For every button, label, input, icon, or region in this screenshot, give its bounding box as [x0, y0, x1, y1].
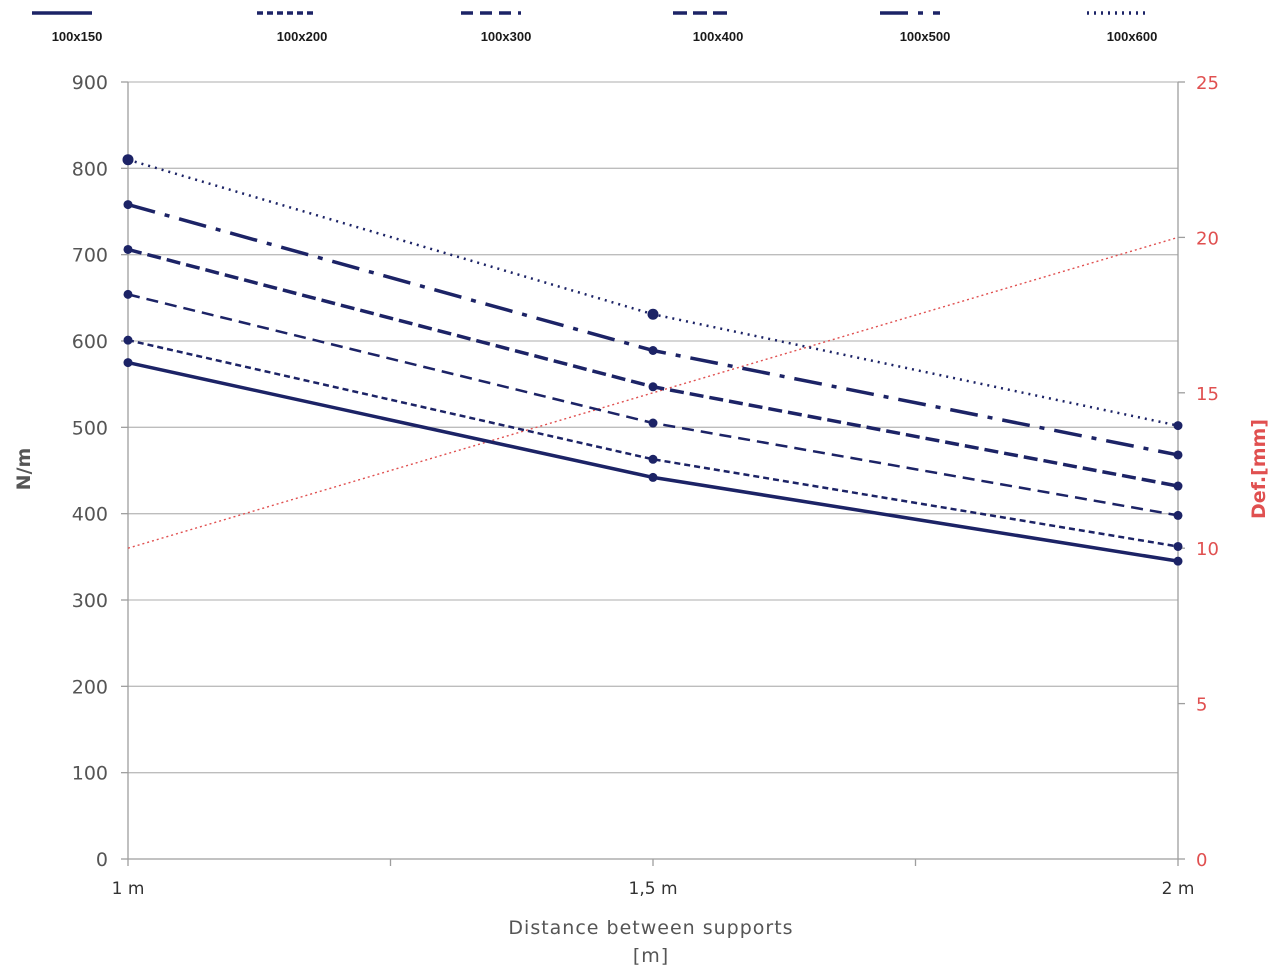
deflection-line [127, 236, 1179, 549]
axes: 0 100 200 300 400 500 600 700 800 900 0 5 10 15 20 25 1 … [72, 72, 1219, 899]
point-100x150-2 [1173, 556, 1183, 566]
point-100x400-1 [648, 382, 658, 392]
legend-label-100x400: 100x400 [693, 29, 744, 44]
point-100x600-2 [1173, 421, 1183, 431]
y2-axis-title: Def.[mm] [1248, 419, 1270, 519]
series-line-100x300 [127, 293, 1179, 517]
point-100x300-0 [123, 289, 133, 299]
point-100x300-1 [648, 418, 658, 428]
x-axis-title-line1: Distance between supports [508, 917, 793, 939]
y-axis-title: N/m [13, 448, 35, 491]
legend-label-100x150: 100x150 [52, 29, 103, 44]
x-tick-label-1: 1,5 m [629, 879, 678, 899]
series-line-100x200 [127, 338, 1179, 548]
point-100x150-1 [648, 472, 658, 482]
point-100x200-0 [123, 335, 133, 345]
series-line-100x400 [127, 247, 1179, 488]
point-100x150-0 [123, 358, 133, 368]
y-tick-label-0: 0 [96, 849, 108, 871]
x-axis-title-line2: [m] [633, 945, 669, 967]
y-tick-label-400: 400 [72, 504, 108, 526]
y2-tick-label-25: 25 [1196, 73, 1219, 94]
series-group [122, 154, 1183, 566]
point-100x500-1 [648, 345, 658, 355]
point-100x400-0 [123, 244, 133, 254]
y2-tick-label-10: 10 [1196, 539, 1219, 560]
y2-tick-label-0: 0 [1196, 850, 1207, 871]
point-100x600-1 [647, 308, 659, 320]
y-tick-label-200: 200 [72, 676, 108, 698]
y-tick-label-300: 300 [72, 590, 108, 612]
legend-label-100x600: 100x600 [1107, 29, 1158, 44]
series-line-100x500 [127, 202, 1179, 457]
point-100x400-2 [1173, 481, 1183, 491]
point-100x600-0 [122, 154, 134, 166]
legend-label-100x300: 100x300 [481, 29, 532, 44]
y-tick-label-700: 700 [72, 245, 108, 267]
y-tick-label-500: 500 [72, 417, 108, 439]
point-100x500-2 [1173, 450, 1183, 460]
y2-tick-label-15: 15 [1196, 384, 1219, 405]
x-tick-label-0: 1 m [112, 879, 145, 899]
legend: 100x150 100x200 100x300 100x400 100x500 100x6… [32, 11, 1158, 44]
y-tick-label-600: 600 [72, 331, 108, 353]
point-100x200-1 [648, 454, 658, 464]
deflection-series [127, 236, 1179, 549]
x-tick-label-2: 2 m [1162, 879, 1195, 899]
y-tick-label-800: 800 [72, 158, 108, 180]
y2-tick-label-20: 20 [1196, 228, 1219, 249]
legend-label-100x500: 100x500 [900, 29, 951, 44]
point-100x200-2 [1173, 541, 1183, 551]
point-100x300-2 [1173, 510, 1183, 520]
y-tick-label-100: 100 [72, 763, 108, 785]
y2-tick-label-5: 5 [1196, 695, 1207, 716]
y-tick-label-900: 900 [72, 72, 108, 94]
point-100x500-0 [123, 200, 133, 210]
legend-label-100x200: 100x200 [277, 29, 328, 44]
